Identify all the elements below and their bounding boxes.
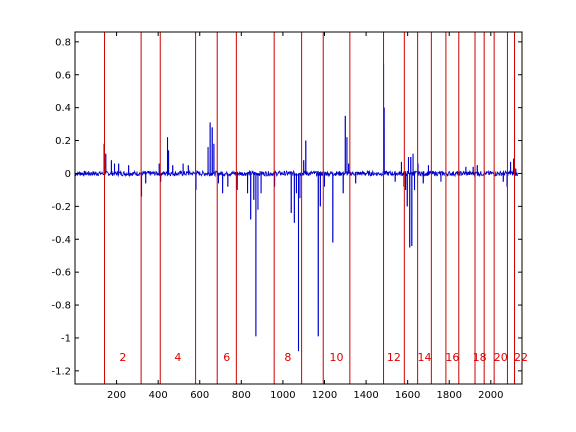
region-label: 16 (445, 351, 459, 364)
boundary-layer (104, 32, 516, 384)
region-label: 20 (494, 351, 508, 364)
region-label: 4 (174, 351, 181, 364)
region-label: 22 (514, 351, 528, 364)
y-tick-label: -0.2 (51, 202, 71, 213)
x-tick-label: 2000 (478, 390, 503, 401)
x-tick-label: 200 (107, 390, 126, 401)
x-tick-label: 400 (149, 390, 168, 401)
x-tick-label: 1200 (312, 390, 337, 401)
region-label: 12 (387, 351, 401, 364)
series-layer (74, 63, 519, 352)
region-label: 8 (284, 351, 291, 364)
x-tick-label: 1400 (353, 390, 378, 401)
y-tick-label: 0.4 (55, 103, 71, 114)
y-tick-label: -0.4 (51, 235, 71, 246)
y-tick-label: 0.2 (55, 136, 71, 147)
x-tick-label: 800 (232, 390, 251, 401)
region-label: 2 (119, 351, 126, 364)
y-tick-label: -1.2 (51, 366, 71, 377)
x-tick-label: 1800 (437, 390, 462, 401)
y-tick-label: -0.6 (51, 268, 71, 279)
region-label: 6 (223, 351, 230, 364)
y-tick-label: -1 (61, 333, 71, 344)
x-tick-label: 1600 (395, 390, 420, 401)
y-tick-label: -0.8 (51, 301, 71, 312)
region-label: 18 (473, 351, 487, 364)
region-label: 14 (417, 351, 431, 364)
y-tick-label: 0 (65, 169, 71, 180)
plot-frame (74, 31, 523, 385)
y-tick-label: 0.6 (55, 70, 71, 81)
label-layer: 2 4 6 8 10 12 14 16 18 20 22 (119, 351, 528, 364)
axis-layer: 200 400 600 800 1000 1200 1400 1600 1800 20000.80… (51, 32, 522, 401)
x-tick-label: 600 (190, 390, 209, 401)
y-tick-label: 0.8 (55, 37, 71, 48)
region-label: 10 (330, 351, 344, 364)
x-tick-label: 1000 (270, 390, 295, 401)
